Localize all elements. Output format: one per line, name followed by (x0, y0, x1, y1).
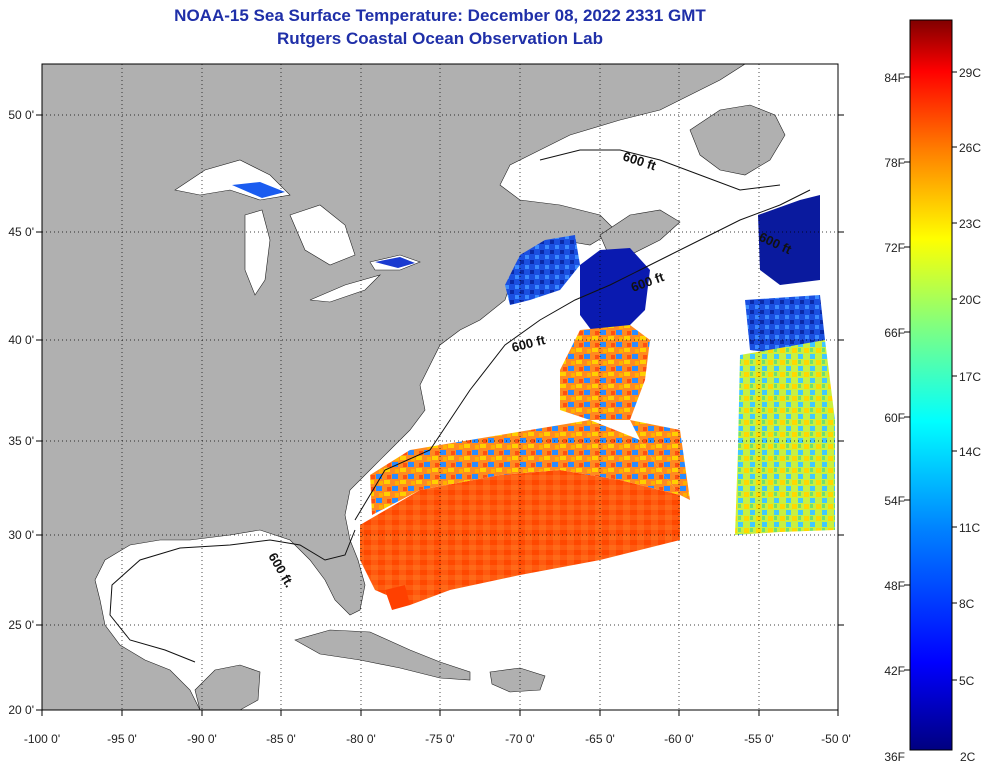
colorbar-c-label: 23C (959, 217, 981, 231)
lon-axis: -100 0' -95 0' -90 0' -85 0' -80 0' -75 … (24, 710, 851, 746)
lake-huron (289, 204, 356, 266)
lake-erie (309, 274, 382, 303)
lake-superior-sst (232, 182, 285, 198)
colorbar-f-label: 60F (884, 411, 905, 425)
lake-ontario-sst (375, 257, 415, 268)
lon-tick-label: -85 0' (266, 732, 296, 746)
color-legend: 84F 78F 72F 66F 60F 54F 48F 42F 36F 29C … (884, 19, 981, 764)
map-subtitle: Rutgers Coastal Ocean Observation Lab (277, 29, 603, 48)
lat-axis: 50 0' 45 0' 40 0' 35 0' 30 0' 25 0' 20 0… (8, 108, 844, 717)
map-title: NOAA-15 Sea Surface Temperature: Decembe… (174, 6, 706, 25)
sst-florida-patch (385, 585, 410, 610)
colorbar-c-label: 20C (959, 293, 981, 307)
sst-warm-band (360, 470, 680, 605)
sst-gulf-of-maine (505, 235, 580, 305)
colorbar-f-label: 66F (884, 326, 905, 340)
isobath-labrador (539, 149, 781, 191)
lat-tick-label: 20 0' (8, 703, 34, 717)
colorbar-f-label: 54F (884, 494, 905, 508)
isobath-gulf (109, 529, 356, 663)
lon-tick-label: -100 0' (24, 732, 60, 746)
lat-tick-label: 40 0' (8, 333, 34, 347)
isobath-contours (109, 149, 811, 663)
colorbar-c-label: 11C (959, 521, 980, 535)
colorbar-f-label: 84F (884, 71, 905, 85)
sst-georges-bank (580, 248, 650, 335)
graticule (42, 64, 838, 710)
great-lakes (174, 159, 421, 303)
lon-tick-label: -80 0' (346, 732, 376, 746)
lon-tick-label: -65 0' (585, 732, 615, 746)
colorbar-f-label: 42F (884, 664, 905, 678)
colorbar-f-label: 78F (884, 156, 905, 170)
colorbar-c-label: 26C (959, 141, 981, 155)
lon-tick-label: -50 0' (821, 732, 851, 746)
lon-tick-label: -60 0' (664, 732, 694, 746)
sst-mixed-band (370, 420, 680, 515)
land-masses (41, 63, 786, 711)
sst-east-cold (758, 195, 820, 285)
sst-slope-mix (560, 325, 650, 420)
lon-tick-label: -95 0' (107, 732, 137, 746)
lon-tick-label: -55 0' (744, 732, 774, 746)
lat-tick-label: 35 0' (8, 434, 34, 448)
colorbar-gradient (909, 19, 953, 751)
colorbar-c-label: 14C (959, 445, 981, 459)
isobath-atlantic (354, 189, 811, 521)
colorbar-c-label: 29C (959, 66, 981, 80)
lat-tick-label: 50 0' (8, 108, 34, 122)
cuba-land (294, 629, 471, 681)
colorbar-f-label: 36F (884, 750, 905, 764)
sst-atlantic-mix (630, 420, 690, 500)
sst-east-blue (745, 295, 825, 355)
sst-swath (360, 195, 835, 610)
colorbar-c-label: 8C (959, 597, 975, 611)
lon-tick-label: -75 0' (425, 732, 455, 746)
lat-tick-label: 45 0' (8, 225, 34, 239)
north-america-land (41, 63, 747, 711)
lon-tick-label: -90 0' (187, 732, 217, 746)
colorbar-f-label: 48F (884, 579, 905, 593)
colorbar-c-label: 17C (959, 370, 981, 384)
newfoundland-land (689, 104, 786, 176)
lat-tick-label: 30 0' (8, 528, 34, 542)
sst-east-green (735, 340, 835, 535)
lon-tick-label: -70 0' (505, 732, 535, 746)
lake-michigan (244, 209, 271, 296)
colorbar-c-label: 2C (960, 750, 976, 764)
map-title-block: NOAA-15 Sea Surface Temperature: Decembe… (40, 4, 840, 50)
colorbar-c-label: 5C (959, 674, 975, 688)
lat-tick-label: 25 0' (8, 618, 34, 632)
colorbar-f-label: 72F (884, 241, 905, 255)
